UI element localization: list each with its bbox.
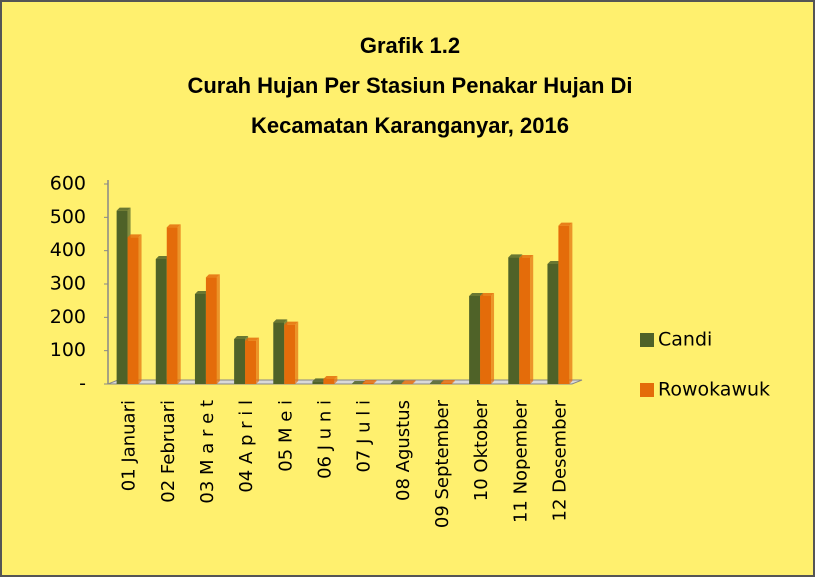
bar-top (234, 336, 249, 339)
y-tick-label: 400 (50, 239, 86, 261)
y-tick-label: 600 (50, 173, 86, 195)
bar (469, 296, 481, 384)
bar-side (295, 321, 299, 384)
bar-top (127, 234, 142, 238)
chart-title: Kecamatan Karanganyar, 2016 (251, 113, 569, 138)
floor (107, 379, 583, 385)
bar (155, 259, 167, 384)
bar (519, 258, 531, 384)
bar-top (519, 255, 534, 258)
bar (116, 210, 128, 384)
bar (401, 383, 413, 384)
bar-side (451, 380, 455, 384)
chart-title: Grafik 1.2 (360, 33, 460, 58)
legend-swatch (640, 333, 654, 347)
bar (312, 381, 324, 384)
bar-top (194, 291, 209, 294)
bar-top (390, 380, 405, 384)
bar-top (166, 224, 181, 228)
bar (480, 296, 492, 384)
bar-top (362, 380, 377, 383)
y-tick-label: 300 (50, 273, 86, 295)
bar-side (177, 224, 181, 384)
legend-swatch (640, 383, 654, 397)
x-tick-label: 06 J u n i (314, 400, 335, 479)
bar-side (491, 293, 495, 384)
bar-top (547, 261, 562, 264)
bar (245, 340, 257, 384)
bar (127, 237, 139, 384)
bar (558, 225, 570, 384)
bar-top (323, 376, 338, 379)
x-tick-label: 04 A p r i l (236, 400, 257, 493)
bar (390, 383, 402, 384)
bar (284, 324, 296, 384)
y-tick-label: 500 (50, 206, 86, 228)
bar-top (155, 256, 170, 259)
x-tick-label: 09 September (432, 399, 453, 528)
bar-top (440, 380, 455, 383)
bar-side (412, 380, 416, 384)
bar-top (273, 319, 288, 323)
bar-top (469, 293, 484, 296)
bar (547, 264, 559, 384)
bar-side (373, 380, 377, 384)
bar-top (245, 337, 260, 341)
bar (429, 383, 441, 384)
x-tick-label: 10 Oktober (471, 399, 492, 501)
bar-side (334, 376, 338, 384)
bar-top (401, 380, 416, 384)
x-tick-label: 12 Desember (549, 399, 570, 521)
bar (362, 383, 374, 384)
bar-top (508, 254, 523, 258)
x-tick-label: 01 Januari (119, 400, 140, 491)
bar-top (558, 222, 573, 226)
bar (273, 322, 285, 384)
bar-top (429, 380, 444, 384)
bar-side (216, 274, 220, 384)
x-tick-label: 07 J u l i (354, 400, 375, 473)
bar (166, 227, 178, 384)
bar (234, 339, 246, 384)
x-tick-label: 05 M e i (275, 400, 296, 472)
bar-side (530, 255, 534, 384)
bar (323, 379, 335, 384)
legend-label: Rowokawuk (658, 379, 770, 401)
bar (508, 257, 520, 384)
bar-top (351, 381, 366, 384)
bar-side (569, 222, 573, 384)
bar-top (116, 207, 131, 211)
x-tick-label: 02 Februari (158, 400, 179, 503)
y-tick-label: - (79, 373, 86, 395)
bar-top (480, 293, 495, 296)
bar-side (256, 337, 260, 384)
bar (205, 277, 217, 384)
bar (194, 294, 206, 384)
bar-top (284, 321, 299, 325)
bar (440, 383, 452, 384)
bar-side (138, 234, 142, 384)
x-tick-label: 08 Agustus (393, 400, 414, 501)
x-tick-label: 03 M a r e t (197, 400, 218, 504)
chart-title: Curah Hujan Per Stasiun Penakar Hujan Di (187, 73, 632, 98)
bar-top (205, 274, 220, 278)
legend-label: Candi (658, 329, 712, 351)
y-tick-label: 100 (50, 339, 86, 361)
x-tick-label: 11 Nopember (510, 399, 531, 523)
y-tick-label: 200 (50, 306, 86, 328)
bar-top (312, 378, 327, 382)
